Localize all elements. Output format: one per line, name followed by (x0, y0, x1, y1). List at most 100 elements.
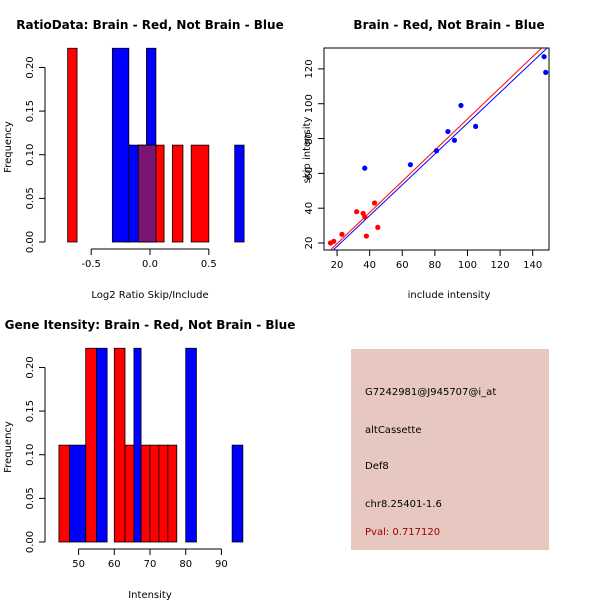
histogram-bars (67, 47, 245, 243)
data-point (375, 224, 381, 230)
data-point (543, 69, 549, 75)
series-not-brain (69, 347, 244, 543)
x-tick-label: 100 (458, 260, 477, 271)
histogram-bar (133, 347, 142, 543)
histogram-bar (96, 347, 108, 543)
p-value: Pval: 0.717120 (365, 527, 441, 538)
data-point (541, 54, 547, 60)
data-point (445, 128, 451, 135)
ratio-histogram: RatioData: Brain - Red, Not Brain - Blue… (3, 18, 284, 301)
y-axis-label: Frequency (3, 421, 14, 473)
y-tick-label: 20 (304, 237, 315, 250)
y-axis-label: Frequency (3, 121, 14, 173)
y-tick-label: 0.05 (25, 187, 36, 209)
x-tick-label: 60 (396, 260, 409, 271)
series-brain (58, 347, 178, 543)
histogram-bar (149, 444, 160, 543)
histogram-bar (124, 444, 135, 543)
x-tick-label: 80 (179, 559, 192, 570)
y-tick-label: 0.10 (25, 144, 36, 166)
y-tick-label: 0.15 (25, 400, 36, 422)
axes: 50 60 70 80 90 0.00 0.05 0.10 0.15 0.20 (25, 356, 228, 570)
y-tick-label: 60 (304, 167, 315, 180)
histogram-bar (167, 444, 178, 543)
histogram-bars (58, 347, 244, 543)
x-axis-label: Log2 Ratio Skip/Include (91, 290, 208, 301)
scatter-points (327, 54, 549, 246)
histogram-bar (140, 444, 151, 543)
x-tick-label: 40 (363, 260, 376, 271)
y-axis: 20 40 60 80 100 120 (304, 59, 325, 250)
x-tick-label: 80 (429, 260, 442, 271)
histogram-bar (85, 347, 97, 543)
data-point (362, 214, 368, 220)
probe-info-panel: G7242981@J945707@i_at altCassette Def8 c… (351, 349, 549, 550)
chart-title: Brain - Red, Not Brain - Blue (353, 18, 544, 32)
series-not-brain (362, 54, 549, 171)
series-overlap (137, 144, 157, 243)
data-point (458, 102, 464, 109)
histogram-bar (234, 144, 245, 243)
chart-title: Gene Itensity: Brain - Red, Not Brain - … (5, 318, 296, 332)
x-axis: 20 40 60 80 100 120 140 (331, 250, 542, 271)
y-tick-label: 0.20 (25, 356, 36, 378)
histogram-bar (171, 144, 184, 243)
histogram-bar (158, 444, 169, 543)
x-tick-label: 140 (523, 260, 542, 271)
x-tick-label: 0.0 (142, 259, 158, 270)
y-axis: 0.00 0.05 0.10 0.15 0.20 (25, 356, 46, 553)
data-point (371, 200, 378, 206)
genomic-location: chr8.25401-1.6 (365, 499, 442, 510)
x-tick-label: 120 (491, 260, 510, 271)
data-point (473, 123, 479, 129)
y-tick-label: 0.10 (25, 444, 36, 466)
x-tick-label: 50 (72, 559, 85, 570)
overlap-bar (137, 144, 157, 243)
probe-id: G7242981@J945707@i_at (365, 387, 497, 398)
axes: 20 40 60 80 100 120 140 20 40 60 80 100 120 (304, 59, 542, 271)
data-point (433, 148, 440, 154)
x-axis: -0.5 0.0 0.5 (81, 248, 217, 270)
y-tick-label: 0.00 (25, 531, 36, 553)
x-axis: 50 60 70 80 90 (72, 548, 228, 570)
intensity-histogram: Gene Itensity: Brain - Red, Not Brain - … (3, 318, 296, 601)
y-tick-label: 0.20 (25, 56, 36, 78)
y-tick-label: 100 (304, 94, 315, 113)
x-tick-label: 0.5 (201, 259, 217, 270)
histogram-bar (111, 47, 130, 243)
x-tick-label: -0.5 (81, 259, 101, 270)
data-point (407, 162, 414, 168)
histogram-bar (190, 144, 210, 243)
x-tick-label: 60 (108, 559, 121, 570)
data-point (331, 238, 337, 244)
gene-name: Def8 (365, 461, 389, 472)
histogram-bar (128, 144, 139, 243)
intensity-scatter: Brain - Red, Not Brain - Blue include in… (302, 18, 550, 301)
x-axis-label: include intensity (408, 290, 491, 301)
histogram-bar (113, 347, 126, 543)
data-point (451, 137, 458, 143)
data-point (363, 233, 369, 239)
y-axis-label: skip intensity (302, 117, 313, 184)
series-brain (327, 200, 381, 246)
y-tick-label: 0.15 (25, 100, 36, 122)
axes: -0.5 0.0 0.5 0.00 0.05 0.10 0.15 0.20 (25, 56, 217, 270)
x-tick-label: 90 (215, 559, 228, 570)
histogram-bar (231, 444, 244, 543)
histogram-bar (185, 347, 197, 543)
x-tick-label: 70 (144, 559, 157, 570)
y-tick-label: 120 (304, 59, 315, 78)
x-axis-label: Intensity (128, 590, 172, 600)
histogram-bar (67, 47, 78, 243)
histogram-bar (58, 444, 71, 543)
chart-title: RatioData: Brain - Red, Not Brain - Blue (16, 18, 283, 32)
x-tick-label: 20 (331, 260, 344, 271)
data-point (339, 231, 345, 237)
y-tick-label: 40 (304, 202, 315, 215)
data-point (354, 209, 360, 215)
event-type: altCassette (365, 425, 422, 436)
y-tick-label: 0.05 (25, 487, 36, 509)
y-axis: 0.00 0.05 0.10 0.15 0.20 (25, 56, 46, 253)
data-point (362, 165, 368, 171)
